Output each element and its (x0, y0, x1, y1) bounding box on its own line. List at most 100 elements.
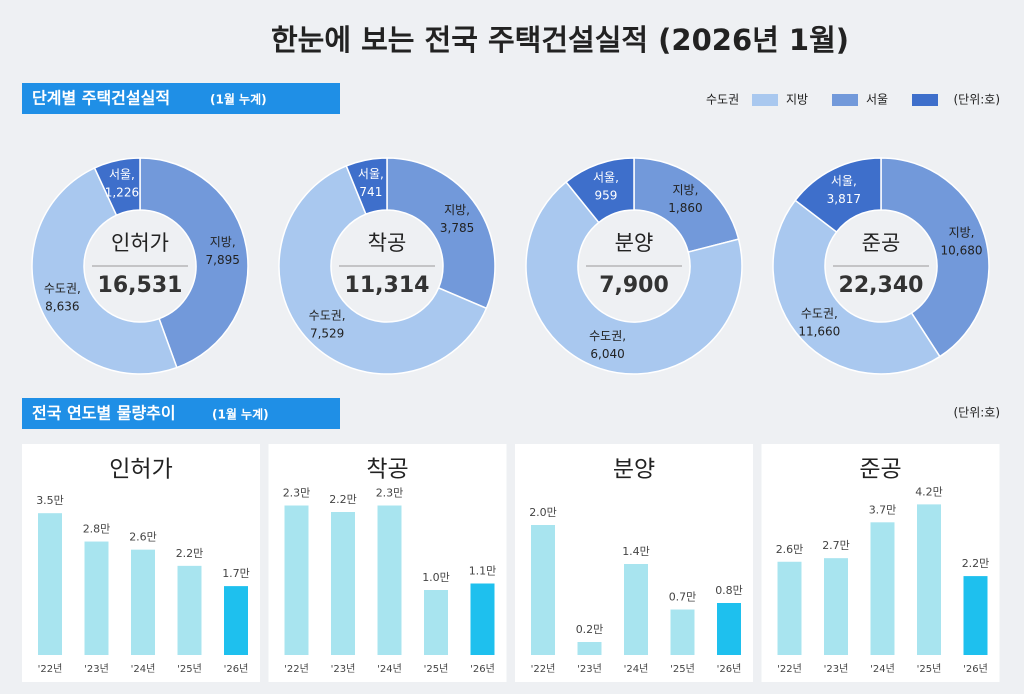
segment-name: 서울, (593, 170, 619, 184)
x-tick-label: '24년 (624, 663, 649, 675)
bar (424, 590, 448, 655)
bar-value-label: 2.2만 (962, 557, 990, 570)
donut-segment (278, 164, 488, 375)
bar-value-label: 2.3만 (283, 487, 311, 500)
donut-segment (772, 199, 941, 375)
donut-segment (794, 157, 882, 233)
unit-label: (단위:호) (953, 406, 1000, 420)
bar-value-label: 2.6만 (129, 531, 157, 544)
x-tick-label: '26년 (470, 663, 495, 675)
donut-segment (139, 157, 249, 369)
donut-title: 착공 (368, 231, 407, 255)
segment-value: 6,040 (590, 347, 624, 361)
segment-name: 서울, (109, 167, 135, 181)
segment-name: 서울, (358, 167, 384, 181)
legend-label: 서울 (866, 93, 888, 107)
bar-value-label: 2.8만 (83, 523, 111, 536)
legend-swatch (912, 94, 938, 106)
x-tick-label: '22년 (531, 663, 556, 675)
segment-name: 수도권, (309, 308, 346, 322)
section-title: 전국 연도별 물량추이 (32, 404, 176, 423)
x-tick-label: '26년 (224, 663, 249, 675)
bar (224, 586, 248, 655)
legend-label: 지방 (786, 93, 808, 107)
segment-name: 수도권, (801, 307, 838, 321)
bar-value-label: 2.7만 (822, 539, 850, 552)
bar-value-label: 2.3만 (376, 487, 404, 500)
section-header-bg (22, 398, 340, 429)
donut-title: 준공 (862, 231, 901, 255)
section-header-bg (22, 83, 340, 114)
segment-value: 959 (595, 188, 618, 202)
bar-value-label: 0.7만 (669, 591, 697, 604)
donut-segment (93, 157, 141, 217)
bar-value-label: 2.0만 (529, 506, 557, 519)
segment-name: 지방, (673, 183, 699, 197)
legend-swatch (752, 94, 778, 106)
unit-label: (단위:호) (953, 93, 1000, 107)
bar (777, 561, 802, 655)
segment-value: 741 (359, 185, 382, 199)
x-tick-label: '22년 (777, 663, 802, 675)
x-tick-label: '25년 (917, 663, 942, 675)
x-tick-label: '26년 (963, 663, 988, 675)
section-note: (1월 누계) (212, 407, 269, 422)
donut-segment (31, 167, 178, 375)
bar (670, 609, 695, 655)
x-tick-label: '26년 (717, 663, 742, 675)
x-tick-label: '24년 (870, 663, 895, 675)
donut-title: 인허가 (111, 231, 169, 255)
donut-total: 16,531 (98, 273, 183, 298)
segment-value: 7,529 (310, 326, 344, 340)
donut-segment (345, 157, 388, 216)
donut-segment (565, 157, 635, 224)
bar-value-label: 1.4만 (622, 545, 650, 558)
bar-value-label: 1.7만 (222, 567, 250, 580)
x-tick-label: '22년 (284, 663, 309, 675)
legend-swatch (832, 94, 858, 106)
segment-value: 1,226 (105, 185, 139, 199)
segment-name: 수도권, (44, 282, 81, 296)
bar (470, 583, 495, 655)
segment-value: 7,895 (206, 253, 240, 267)
bar (377, 505, 402, 655)
bar-value-label: 2.6만 (776, 543, 804, 556)
segment-name: 지방, (444, 203, 470, 217)
bar (38, 513, 62, 655)
panel-title: 착공 (366, 457, 408, 483)
panel-title: 준공 (859, 457, 901, 483)
segment-value: 3,817 (827, 192, 861, 206)
bar-value-label: 1.1만 (469, 565, 497, 578)
x-tick-label: '23년 (824, 663, 849, 675)
bar-value-label: 3.7만 (869, 503, 897, 516)
x-tick-label: '23년 (331, 663, 356, 675)
bar (870, 522, 895, 655)
x-tick-label: '25년 (670, 663, 695, 675)
bar-value-label: 1.0만 (422, 571, 450, 584)
panel-title: 인허가 (109, 457, 172, 483)
page-title: 한눈에 보는 전국 주택건설실적 (2026년 1월) (271, 23, 849, 57)
x-tick-label: '22년 (38, 663, 63, 675)
segment-name: 지방, (949, 226, 975, 240)
legend-label: 수도권 (706, 93, 739, 107)
segment-value: 3,785 (440, 221, 474, 235)
segment-value: 1,860 (668, 201, 702, 215)
bar-value-label: 3.5만 (36, 494, 64, 507)
donut-total: 7,900 (599, 273, 669, 298)
donut-total: 22,340 (839, 273, 924, 298)
donut-segment (386, 157, 496, 310)
bar (284, 505, 309, 655)
donut-total: 11,314 (345, 273, 430, 298)
section-title: 단계별 주택건설실적 (32, 89, 170, 108)
bar-value-label: 0.8만 (715, 584, 743, 597)
bar-value-label: 0.2만 (576, 623, 604, 636)
bar-value-label: 4.2만 (915, 485, 943, 498)
segment-value: 8,636 (45, 300, 79, 314)
bar-value-label: 2.2만 (329, 493, 357, 506)
segment-name: 지방, (210, 235, 236, 249)
donut-title: 분양 (615, 231, 654, 255)
bar (331, 512, 355, 655)
segment-value: 11,660 (798, 325, 840, 339)
x-tick-label: '23년 (577, 663, 602, 675)
